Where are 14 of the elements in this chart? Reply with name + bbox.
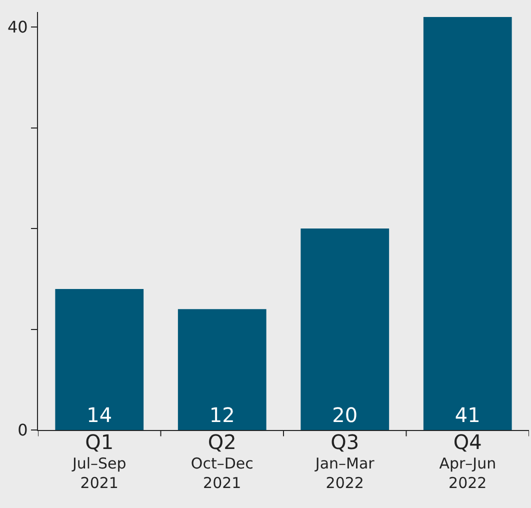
x-tick-label: Q4 Apr–Jun 2022 [439, 430, 496, 492]
data-label: 14 [86, 403, 112, 427]
x-tick-label: Q1 Jul–Sep 2021 [71, 430, 126, 492]
data-label: 12 [209, 403, 235, 427]
bar [178, 309, 266, 430]
data-label: 41 [454, 403, 480, 427]
bar [423, 17, 512, 430]
x-tick-label: Q2 Oct–Dec 2021 [190, 430, 254, 492]
y-tick-label: 40 [7, 18, 28, 37]
y-tick-label: 0 [18, 420, 28, 440]
x-tick-label: Q3 Jan–Mar 2022 [314, 430, 376, 492]
data-label: 20 [332, 403, 358, 427]
bar [55, 288, 144, 430]
bar [300, 228, 390, 430]
